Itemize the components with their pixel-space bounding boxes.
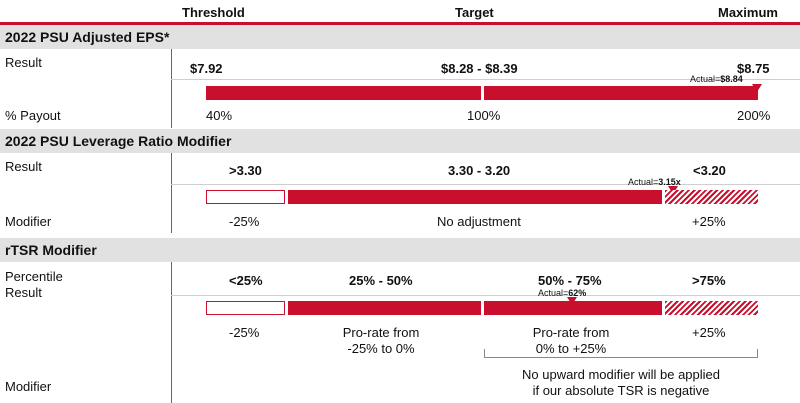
leverage-actual-label: Actual=3.15x — [628, 177, 681, 187]
rtsr-value-above-75: >75% — [692, 273, 726, 288]
leverage-maximum-value: <3.20 — [693, 163, 726, 178]
row-divider — [171, 79, 800, 80]
column-divider — [171, 262, 172, 403]
rtsr-negative-tsr-note: No upward modifier will be applied if ou… — [484, 367, 758, 399]
eps-bar-target-max — [484, 86, 758, 100]
leverage-mod-threshold: -25% — [229, 214, 260, 229]
eps-payout-label: % Payout — [5, 108, 61, 123]
rtsr-note-line2: if our absolute TSR is negative — [532, 383, 710, 398]
eps-target-value: $8.28 - $8.39 — [441, 61, 518, 76]
leverage-target-value: 3.30 - 3.20 — [448, 163, 511, 178]
note-bracket — [484, 349, 758, 358]
rtsr-mod-below-25: -25% — [229, 325, 260, 340]
leverage-threshold-value: >3.30 — [229, 163, 262, 178]
rtsr-mod-50-75-line1: Pro-rate from — [532, 325, 610, 340]
eps-bar-threshold-target — [206, 86, 481, 100]
rtsr-bar-below-25 — [206, 301, 285, 315]
leverage-mod-target: No adjustment — [437, 214, 521, 229]
section-leverage-band — [0, 129, 800, 153]
section-title-leverage: 2022 PSU Leverage Ratio Modifier — [5, 133, 232, 149]
header-rule — [0, 22, 800, 25]
row-divider — [171, 184, 800, 185]
rtsr-mod-25-50-line2: -25% to 0% — [347, 341, 415, 356]
rtsr-modifier-label: Modifier — [5, 379, 52, 394]
eps-payout-threshold: 40% — [206, 108, 233, 123]
header-threshold: Threshold — [182, 5, 245, 20]
leverage-modifier-label: Modifier — [5, 214, 52, 229]
rtsr-mod-50-75-line2: 0% to +25% — [535, 341, 607, 356]
rtsr-actual-label: Actual=62% — [538, 288, 587, 298]
leverage-mod-max: +25% — [692, 214, 726, 229]
rtsr-bar-25-50 — [288, 301, 481, 315]
column-divider — [171, 153, 172, 233]
rtsr-bar-above-75 — [665, 301, 758, 315]
section-title-rtsr: rTSR Modifier — [5, 242, 97, 258]
rtsr-note-line1: No upward modifier will be applied — [522, 367, 720, 382]
eps-threshold-value: $7.92 — [190, 61, 223, 76]
leverage-bar-above-max — [665, 190, 758, 204]
rtsr-result-label-2: Result — [5, 285, 42, 300]
rtsr-mod-25-50-line1: Pro-rate from — [342, 325, 420, 340]
leverage-result-label: Result — [5, 159, 42, 174]
eps-payout-max: 200% — [737, 108, 771, 123]
section-eps-band — [0, 25, 800, 49]
eps-maximum-value: $8.75 — [737, 61, 770, 76]
rtsr-mod-50-75: Pro-rate from 0% to +25% — [496, 325, 646, 357]
rtsr-result-label-1: Percentile — [5, 269, 63, 284]
leverage-bar-below-threshold — [206, 190, 285, 204]
leverage-bar-target-range — [288, 190, 662, 204]
section-title-eps: 2022 PSU Adjusted EPS* — [5, 29, 170, 45]
section-rtsr-band — [0, 238, 800, 262]
rtsr-bar-50-75 — [484, 301, 662, 315]
header-maximum: Maximum — [718, 5, 778, 20]
rtsr-value-25-50: 25% - 50% — [349, 273, 413, 288]
rtsr-value-below-25: <25% — [229, 273, 263, 288]
row-divider — [171, 295, 800, 296]
rtsr-value-50-75: 50% - 75% — [538, 273, 602, 288]
rtsr-mod-25-50: Pro-rate from -25% to 0% — [306, 325, 456, 357]
column-divider — [171, 49, 172, 128]
eps-payout-target: 100% — [467, 108, 501, 123]
header-target: Target — [455, 5, 494, 20]
eps-actual-label: Actual=$8.84 — [690, 74, 743, 84]
rtsr-mod-above-75: +25% — [692, 325, 726, 340]
eps-result-label: Result — [5, 55, 42, 70]
